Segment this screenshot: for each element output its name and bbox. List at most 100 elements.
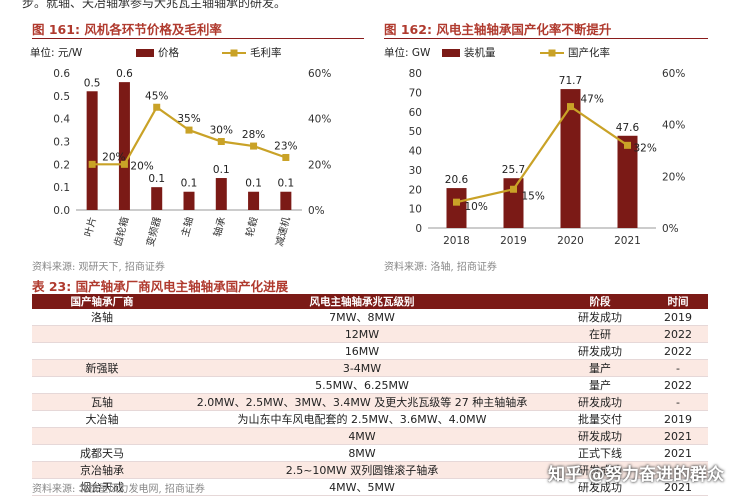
line-value-label: 47%	[581, 94, 604, 106]
table-cell: 新强联	[32, 359, 172, 377]
table23-title: 表 23: 国产轴承厂商风电主轴轴承国产化进展	[32, 276, 288, 295]
x-tick-label: 主轴	[178, 215, 196, 238]
legend-bar-label: 价格	[158, 46, 179, 59]
legend-line-label: 毛利率	[250, 46, 282, 59]
table-cell: 2021	[648, 444, 708, 462]
table23: 国产轴承厂商 风电主轴轴承兆瓦级别 阶段 时间 洛轴 7MW、8MW 研发成功 201…	[32, 294, 708, 496]
table-header-cell: 风电主轴轴承兆瓦级别	[172, 294, 552, 309]
table-cell: 2021	[648, 478, 708, 496]
table-cell: 研发成功	[552, 478, 648, 496]
table-cell: -	[648, 393, 708, 411]
table-cell: 5.5MW、6.25MW	[172, 376, 552, 394]
y-right-tick-label: 20%	[308, 159, 331, 171]
unit-label: 单位: GW	[384, 46, 431, 59]
bar	[86, 91, 98, 210]
bar	[215, 178, 227, 210]
bar-value-label: 71.7	[559, 75, 582, 87]
line-value-label: 35%	[177, 113, 200, 125]
table-cell: 大冶轴	[32, 410, 172, 428]
fig162-source: 资料来源: 洛轴, 招商证券	[384, 262, 497, 273]
line-marker	[153, 103, 161, 111]
line-marker	[624, 141, 631, 149]
table23-source: 资料来源: 北极星风力发电网, 招商证券	[32, 484, 205, 495]
table23-title-text: 国产轴承厂商风电主轴轴承国产化进展	[75, 279, 289, 294]
fig161-title: 图 161: 风机各环节价格及毛利率	[32, 19, 222, 38]
table-cell	[32, 427, 172, 445]
x-tick-label: 叶片	[81, 215, 99, 238]
x-tick-label: 2020	[557, 235, 584, 247]
y-left-tick-label: 0.6	[53, 68, 70, 80]
legend-bar-swatch	[442, 49, 460, 57]
line-value-label: 20%	[102, 151, 125, 163]
x-tick-label: 2018	[443, 235, 470, 247]
bar-value-label: 47.6	[616, 122, 640, 134]
table-cell: 研发成功	[552, 393, 648, 411]
line-value-label: 15%	[522, 190, 545, 202]
table-cell: 研发成功	[552, 461, 648, 479]
y-left-tick-label: 20	[409, 184, 422, 196]
line-marker	[88, 160, 96, 168]
bar	[503, 178, 524, 228]
y-right-tick-label: 40%	[308, 114, 331, 126]
table-cell: 洛轴	[32, 309, 172, 326]
table-cell: 2.0MW、2.5MW、3MW、3.4MW 及更大兆瓦级等 27 种主轴轴承	[172, 393, 552, 411]
table-row: 大冶轴 为山东中车风电配套的 2.5MW、3.6MW、4.0MW 批量交付 2019	[32, 410, 708, 428]
bar-value-label: 0.6	[116, 68, 133, 80]
y-left-tick-label: 0.2	[53, 159, 70, 171]
table-cell: 2022	[648, 325, 708, 343]
bar-value-label: 0.1	[181, 178, 198, 190]
table-cell: -	[648, 461, 708, 479]
table-header-cell: 国产轴承厂商	[32, 294, 172, 309]
fig162-number: 图 162:	[384, 22, 432, 37]
y-left-tick-label: 50	[409, 126, 422, 138]
y-right-tick-label: 0%	[308, 205, 325, 217]
series-line	[456, 105, 629, 204]
legend-bar-swatch	[136, 49, 154, 57]
legend-line-marker	[548, 49, 556, 57]
table-header-row: 国产轴承厂商 风电主轴轴承兆瓦级别 阶段 时间	[32, 294, 708, 309]
y-left-tick-label: 0.3	[53, 137, 70, 149]
table-header-cell: 时间	[648, 294, 708, 309]
fig161-number: 图 161:	[32, 22, 80, 37]
table-cell: 批量交付	[552, 410, 648, 428]
bar	[183, 191, 195, 210]
fig162-title-rule	[384, 38, 708, 39]
bar-value-label: 0.1	[213, 164, 230, 176]
table-cell: 成都天马	[32, 444, 172, 462]
table-cell: 研发成功	[552, 342, 648, 360]
y-left-tick-label: 0.0	[53, 205, 70, 217]
x-tick-label: 减速机	[272, 215, 292, 247]
y-right-tick-label: 60%	[308, 68, 331, 80]
line-value-label: 28%	[242, 129, 265, 141]
table-cell: 4MW、5MW	[172, 478, 552, 496]
line-marker	[567, 103, 574, 111]
table-cell: 2019	[648, 410, 708, 428]
line-marker	[510, 185, 517, 193]
bar-value-label: 0.1	[148, 173, 165, 185]
line-value-label: 10%	[465, 201, 488, 213]
x-tick-label: 轴承	[210, 215, 228, 238]
fig161-title-rule	[32, 38, 364, 39]
y-left-tick-label: 10	[409, 204, 422, 216]
y-left-tick-label: 30	[409, 165, 422, 177]
table-row: 京冶轴承 2.5~10MW 双列圆锥滚子轴承 研发成功 -	[32, 461, 708, 479]
table-cell: 在研	[552, 325, 648, 343]
x-tick-label: 轮毂	[243, 215, 261, 238]
x-tick-label: 变频器	[143, 215, 163, 247]
top-text-line: 步。就轴、天冶轴承参与大兆瓦主轴轴承的研发。	[22, 0, 287, 10]
bar	[151, 187, 163, 210]
line-marker	[217, 138, 225, 145]
table-cell: 8MW	[172, 444, 552, 462]
bar	[617, 135, 638, 228]
x-tick-label: 2019	[500, 235, 527, 247]
table-cell: 量产	[552, 376, 648, 394]
line-value-label: 32%	[634, 142, 657, 154]
table-row: 烟台天成 4MW、5MW 研发成功 2021	[32, 478, 708, 496]
table-cell: 瓦轴	[32, 393, 172, 411]
line-marker	[250, 142, 258, 150]
table-cell: 3-4MW	[172, 359, 552, 377]
table-cell: 12MW	[172, 325, 552, 343]
table-cell	[32, 325, 172, 343]
bar	[446, 188, 467, 228]
line-value-label: 45%	[145, 90, 168, 102]
